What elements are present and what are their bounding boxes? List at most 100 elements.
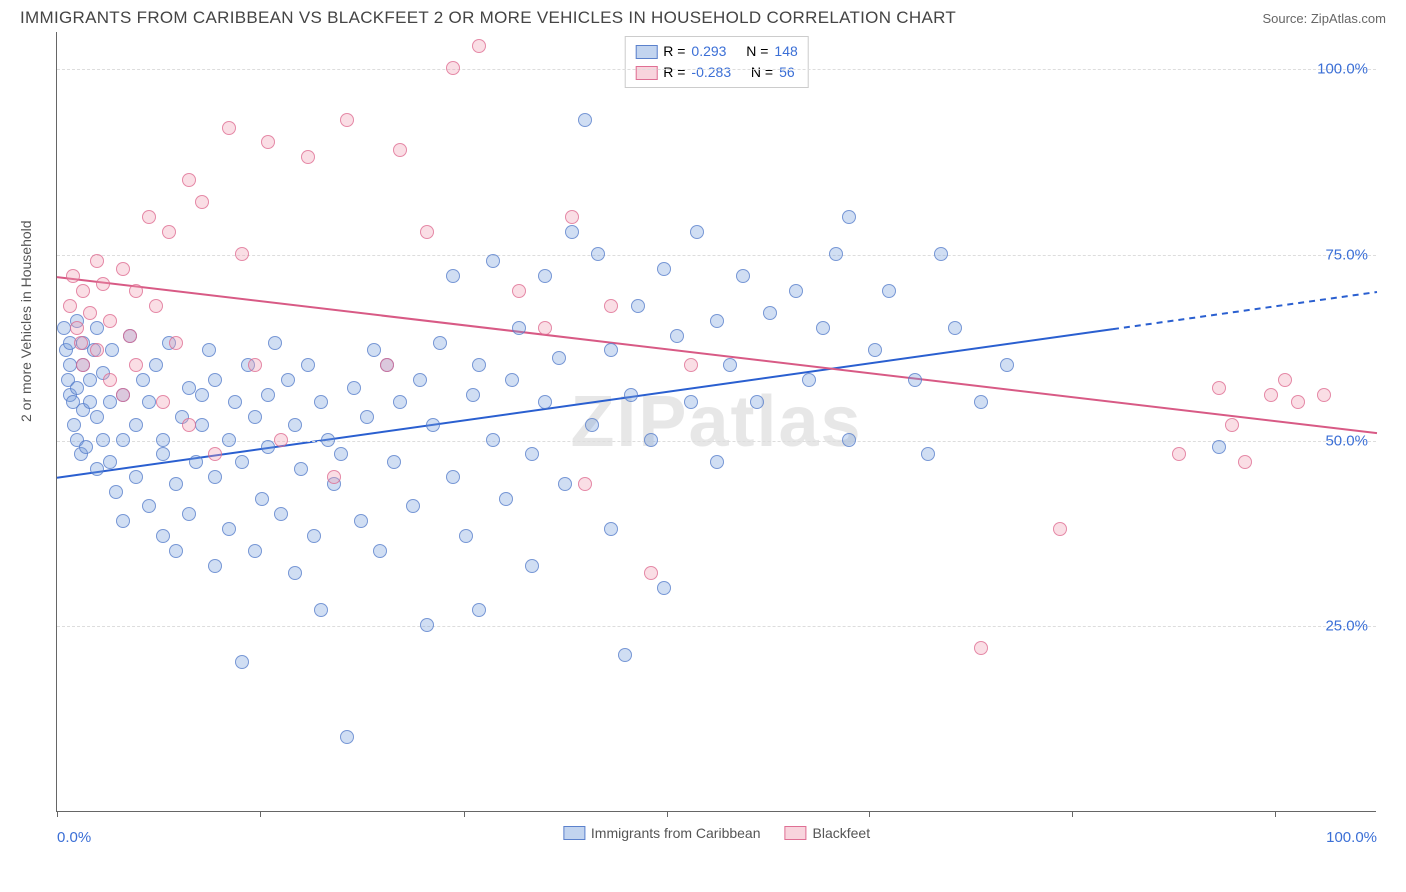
scatter-point-caribbean <box>261 440 275 454</box>
scatter-point-caribbean <box>281 373 295 387</box>
scatter-point-caribbean <box>842 433 856 447</box>
scatter-point-caribbean <box>156 447 170 461</box>
scatter-point-caribbean <box>710 314 724 328</box>
scatter-point-caribbean <box>406 499 420 513</box>
source-label: Source: <box>1262 11 1310 26</box>
scatter-point-caribbean <box>578 113 592 127</box>
scatter-point-blackfeet <box>116 388 130 402</box>
scatter-point-caribbean <box>558 477 572 491</box>
scatter-point-caribbean <box>129 470 143 484</box>
scatter-point-caribbean <box>103 395 117 409</box>
scatter-point-caribbean <box>235 655 249 669</box>
scatter-point-caribbean <box>538 269 552 283</box>
scatter-point-blackfeet <box>182 418 196 432</box>
scatter-point-caribbean <box>354 514 368 528</box>
scatter-point-caribbean <box>90 462 104 476</box>
scatter-point-blackfeet <box>1172 447 1186 461</box>
x-tick <box>1072 811 1073 817</box>
scatter-point-caribbean <box>182 381 196 395</box>
legend-swatch-icon <box>635 45 657 59</box>
scatter-point-caribbean <box>618 648 632 662</box>
legend-swatch-icon <box>785 826 807 840</box>
scatter-point-caribbean <box>433 336 447 350</box>
scatter-point-caribbean <box>512 321 526 335</box>
scatter-point-caribbean <box>538 395 552 409</box>
scatter-point-caribbean <box>690 225 704 239</box>
scatter-point-caribbean <box>466 388 480 402</box>
scatter-point-caribbean <box>644 433 658 447</box>
bottom-legend-item-blackfeet: Blackfeet <box>785 825 871 841</box>
scatter-point-caribbean <box>255 492 269 506</box>
scatter-point-caribbean <box>156 433 170 447</box>
scatter-point-caribbean <box>624 388 638 402</box>
scatter-point-blackfeet <box>512 284 526 298</box>
plot-area: ZIPatlas R = 0.293 N = 148R = -0.283 N =… <box>56 32 1376 812</box>
scatter-point-blackfeet <box>261 135 275 149</box>
scatter-point-caribbean <box>248 410 262 424</box>
scatter-point-caribbean <box>934 247 948 261</box>
scatter-point-caribbean <box>67 418 81 432</box>
legend-n-label: N = <box>746 41 768 62</box>
scatter-point-blackfeet <box>103 314 117 328</box>
scatter-point-blackfeet <box>1264 388 1278 402</box>
scatter-point-blackfeet <box>446 61 460 75</box>
scatter-point-blackfeet <box>208 447 222 461</box>
scatter-point-blackfeet <box>63 299 77 313</box>
scatter-point-caribbean <box>1212 440 1226 454</box>
scatter-point-caribbean <box>552 351 566 365</box>
legend-r-label: R = <box>663 62 685 83</box>
x-tick <box>1275 811 1276 817</box>
scatter-point-caribbean <box>604 343 618 357</box>
x-tick <box>667 811 668 817</box>
scatter-point-caribbean <box>420 618 434 632</box>
scatter-point-caribbean <box>670 329 684 343</box>
scatter-point-blackfeet <box>182 173 196 187</box>
scatter-point-blackfeet <box>129 284 143 298</box>
scatter-point-caribbean <box>565 225 579 239</box>
scatter-point-blackfeet <box>103 373 117 387</box>
scatter-point-caribbean <box>736 269 750 283</box>
scatter-point-caribbean <box>413 373 427 387</box>
x-tick <box>869 811 870 817</box>
scatter-point-caribbean <box>321 433 335 447</box>
scatter-point-blackfeet <box>235 247 249 261</box>
legend-swatch-icon <box>563 826 585 840</box>
scatter-point-blackfeet <box>274 433 288 447</box>
scatter-point-caribbean <box>360 410 374 424</box>
chart-title: IMMIGRANTS FROM CARIBBEAN VS BLACKFEET 2… <box>20 8 956 28</box>
scatter-point-caribbean <box>347 381 361 395</box>
scatter-point-blackfeet <box>974 641 988 655</box>
scatter-point-caribbean <box>631 299 645 313</box>
scatter-point-caribbean <box>156 529 170 543</box>
scatter-point-caribbean <box>604 522 618 536</box>
scatter-point-caribbean <box>83 373 97 387</box>
x-tick <box>260 811 261 817</box>
scatter-point-caribbean <box>373 544 387 558</box>
scatter-point-caribbean <box>948 321 962 335</box>
scatter-point-caribbean <box>789 284 803 298</box>
legend-n-value: 56 <box>779 62 795 83</box>
scatter-point-caribbean <box>149 358 163 372</box>
scatter-point-blackfeet <box>90 254 104 268</box>
scatter-point-caribbean <box>248 544 262 558</box>
scatter-point-blackfeet <box>1278 373 1292 387</box>
scatter-point-blackfeet <box>222 121 236 135</box>
scatter-point-caribbean <box>591 247 605 261</box>
y-tick-label: 100.0% <box>1317 61 1368 78</box>
scatter-point-blackfeet <box>74 336 88 350</box>
scatter-point-caribbean <box>684 395 698 409</box>
scatter-point-caribbean <box>657 581 671 595</box>
legend-row-blackfeet: R = -0.283 N = 56 <box>635 62 798 83</box>
y-tick-label: 50.0% <box>1325 432 1368 449</box>
scatter-point-caribbean <box>169 544 183 558</box>
bottom-legend-item-caribbean: Immigrants from Caribbean <box>563 825 761 841</box>
scatter-point-blackfeet <box>578 477 592 491</box>
scatter-point-caribbean <box>393 395 407 409</box>
y-axis-label: 2 or more Vehicles in Household <box>18 220 34 422</box>
gridline-h <box>57 255 1376 256</box>
source-value: ZipAtlas.com <box>1311 11 1386 26</box>
scatter-point-caribbean <box>525 447 539 461</box>
scatter-point-caribbean <box>459 529 473 543</box>
scatter-point-caribbean <box>142 395 156 409</box>
scatter-point-caribbean <box>486 254 500 268</box>
